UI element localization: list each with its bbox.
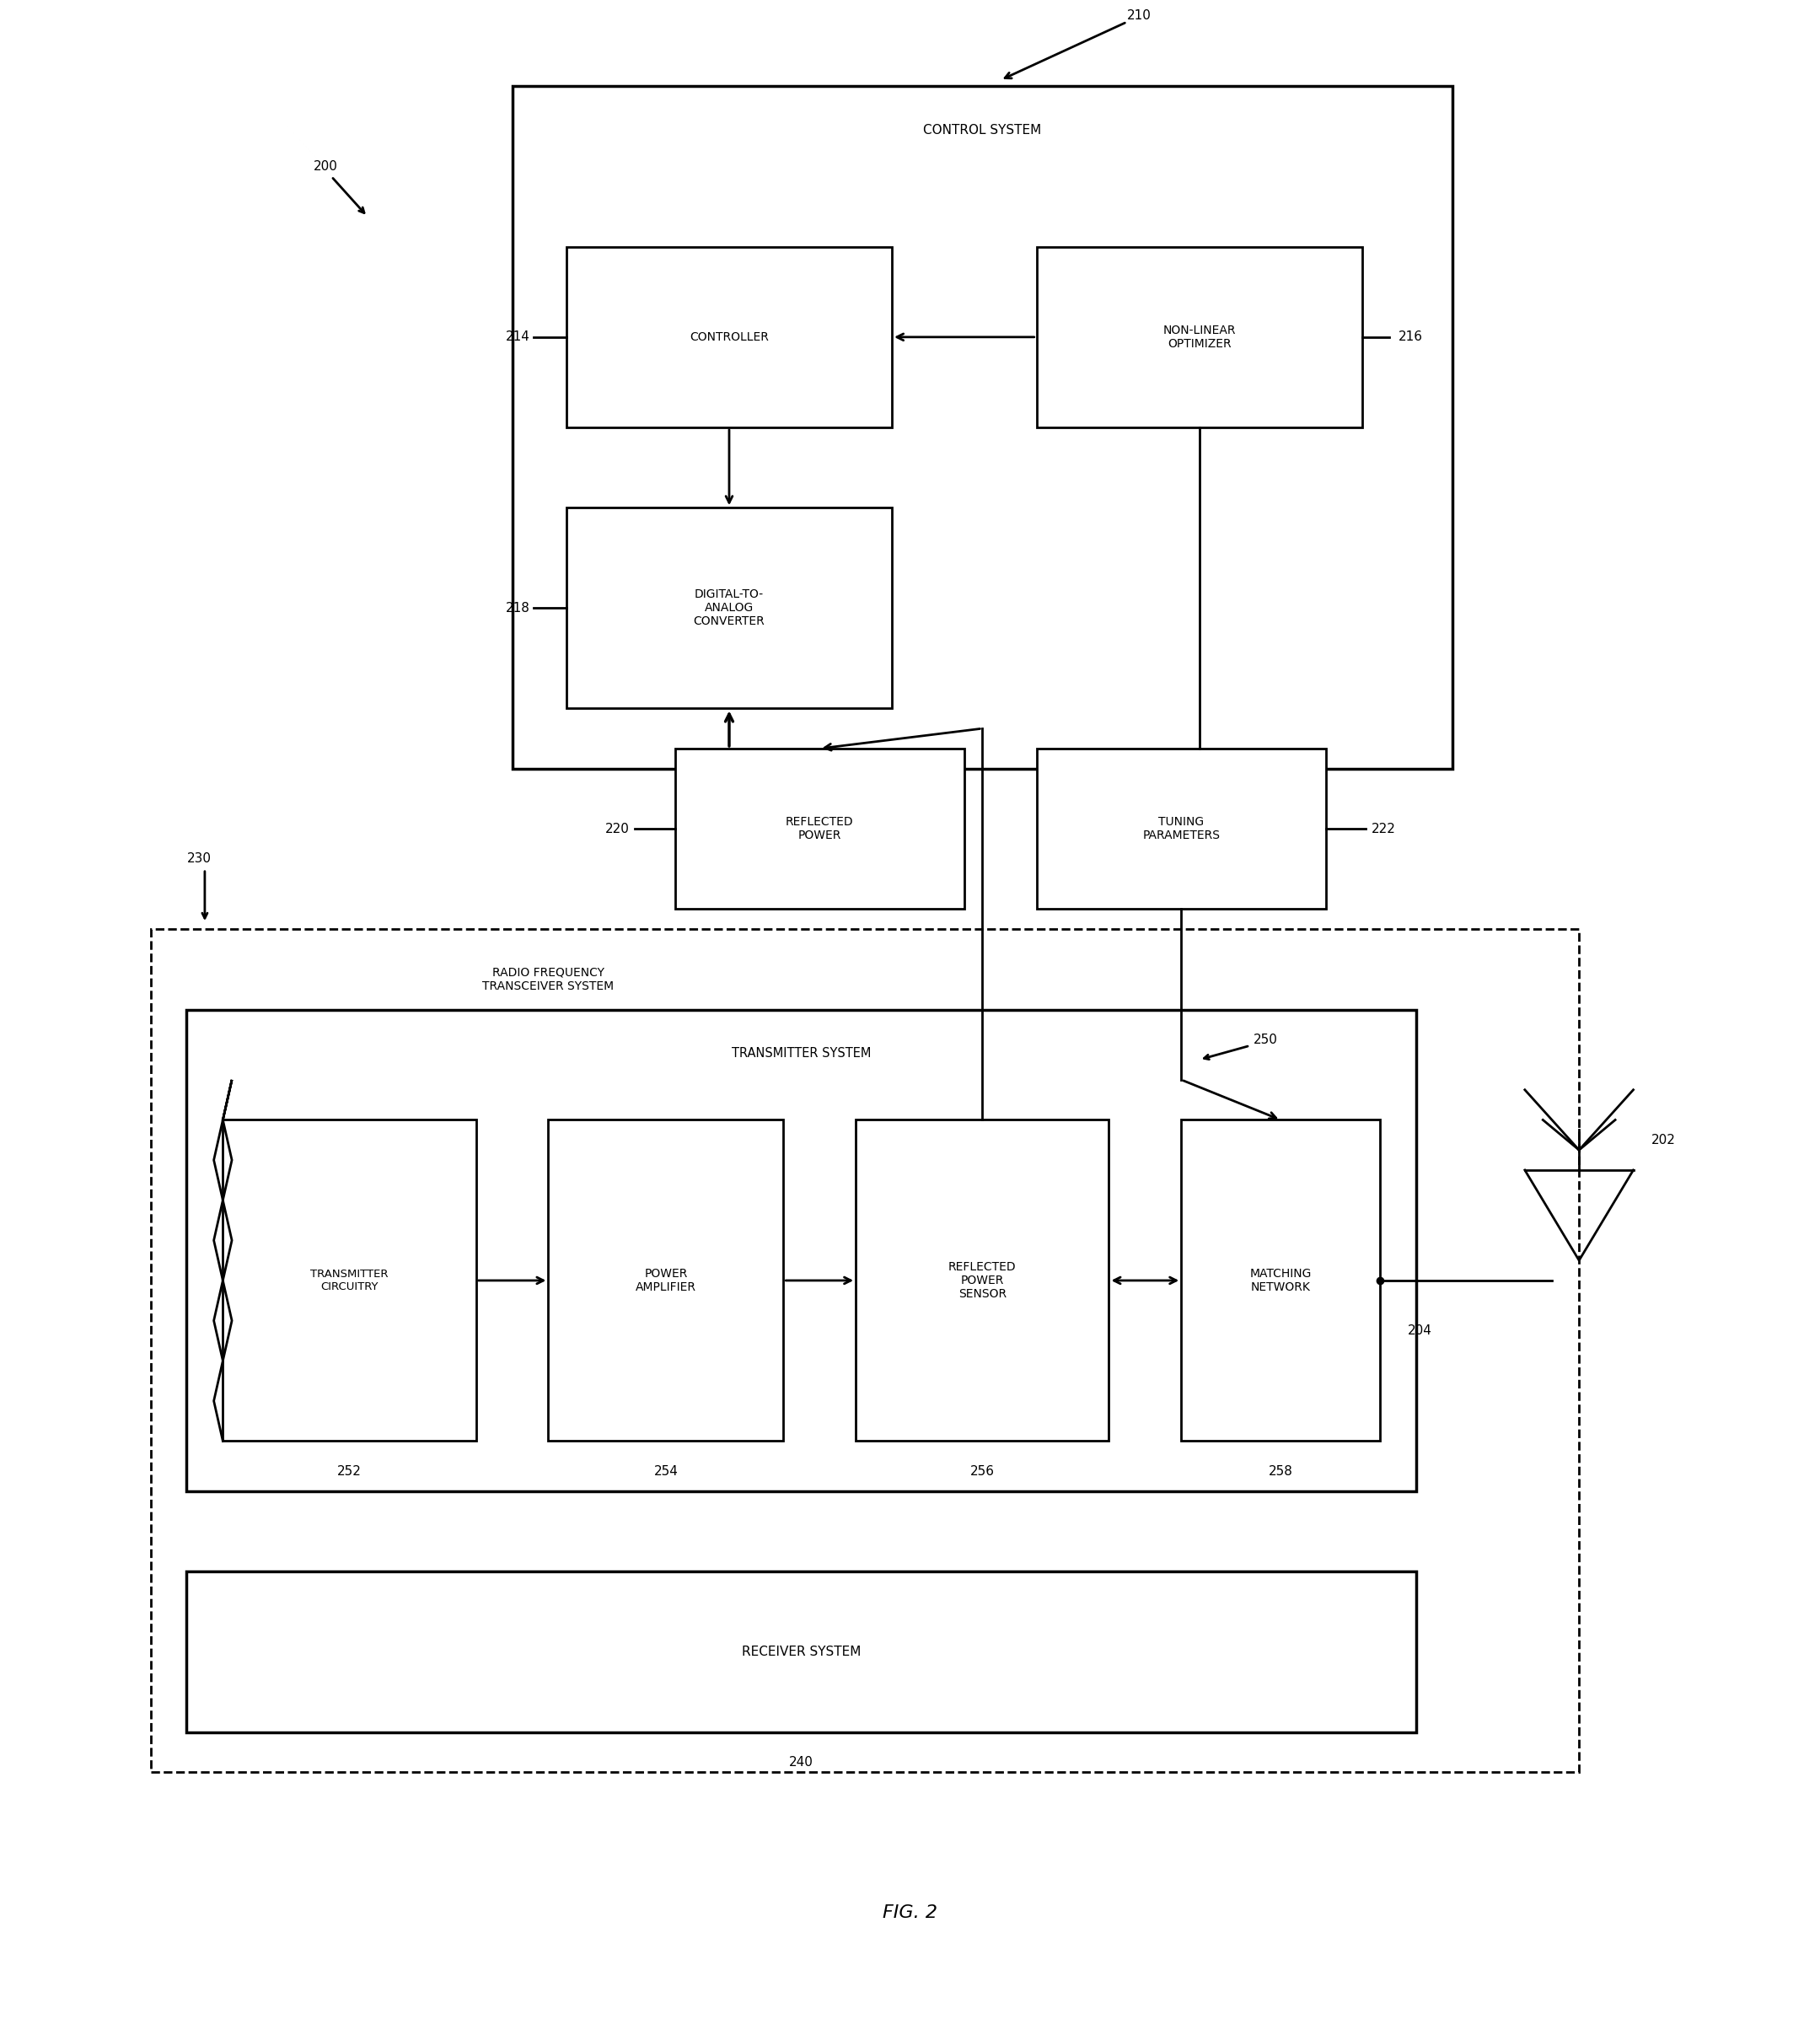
Text: FIG. 2: FIG. 2 — [883, 1904, 937, 1922]
Text: 254: 254 — [653, 1466, 679, 1478]
Text: DIGITAL-TO-
ANALOG
CONVERTER: DIGITAL-TO- ANALOG CONVERTER — [693, 588, 764, 628]
Bar — [855, 1121, 1108, 1442]
Text: CONTROL SYSTEM: CONTROL SYSTEM — [923, 123, 1041, 137]
Text: 258: 258 — [1269, 1466, 1292, 1478]
Text: NON-LINEAR
OPTIMIZER: NON-LINEAR OPTIMIZER — [1163, 325, 1236, 349]
Text: TRANSMITTER
CIRCUITRY: TRANSMITTER CIRCUITRY — [311, 1268, 388, 1292]
Bar — [1037, 749, 1327, 909]
Text: 250: 250 — [1254, 1034, 1278, 1046]
Bar — [1181, 1121, 1380, 1442]
Text: REFLECTED
POWER: REFLECTED POWER — [786, 816, 854, 842]
Bar — [187, 1571, 1416, 1732]
Text: RECEIVER SYSTEM: RECEIVER SYSTEM — [743, 1645, 861, 1658]
Text: 202: 202 — [1651, 1133, 1676, 1147]
Text: CONTROLLER: CONTROLLER — [690, 331, 768, 343]
Text: 216: 216 — [1398, 331, 1423, 343]
Text: 220: 220 — [606, 822, 630, 836]
Bar — [187, 1010, 1416, 1492]
Text: 222: 222 — [1370, 822, 1396, 836]
Text: 200: 200 — [313, 160, 337, 174]
Bar — [675, 749, 965, 909]
Bar — [566, 246, 892, 428]
Text: 252: 252 — [337, 1466, 362, 1478]
Text: MATCHING
NETWORK: MATCHING NETWORK — [1250, 1268, 1312, 1294]
Text: REFLECTED
POWER
SENSOR: REFLECTED POWER SENSOR — [948, 1262, 1016, 1300]
Text: 230: 230 — [187, 852, 211, 866]
Text: TRANSMITTER SYSTEM: TRANSMITTER SYSTEM — [732, 1048, 872, 1060]
Text: 210: 210 — [1127, 10, 1152, 22]
Text: RADIO FREQUENCY
TRANSCEIVER SYSTEM: RADIO FREQUENCY TRANSCEIVER SYSTEM — [482, 967, 613, 991]
Text: 214: 214 — [506, 331, 530, 343]
Bar — [511, 87, 1452, 769]
Bar — [1037, 246, 1361, 428]
Text: TUNING
PARAMETERS: TUNING PARAMETERS — [1143, 816, 1219, 842]
Text: 240: 240 — [790, 1757, 814, 1769]
Bar — [222, 1121, 477, 1442]
Bar — [566, 507, 892, 709]
Text: 204: 204 — [1407, 1324, 1432, 1337]
Text: POWER
AMPLIFIER: POWER AMPLIFIER — [635, 1268, 697, 1294]
Text: 218: 218 — [506, 602, 530, 614]
Bar — [151, 929, 1580, 1773]
Bar — [548, 1121, 783, 1442]
Text: 256: 256 — [970, 1466, 994, 1478]
